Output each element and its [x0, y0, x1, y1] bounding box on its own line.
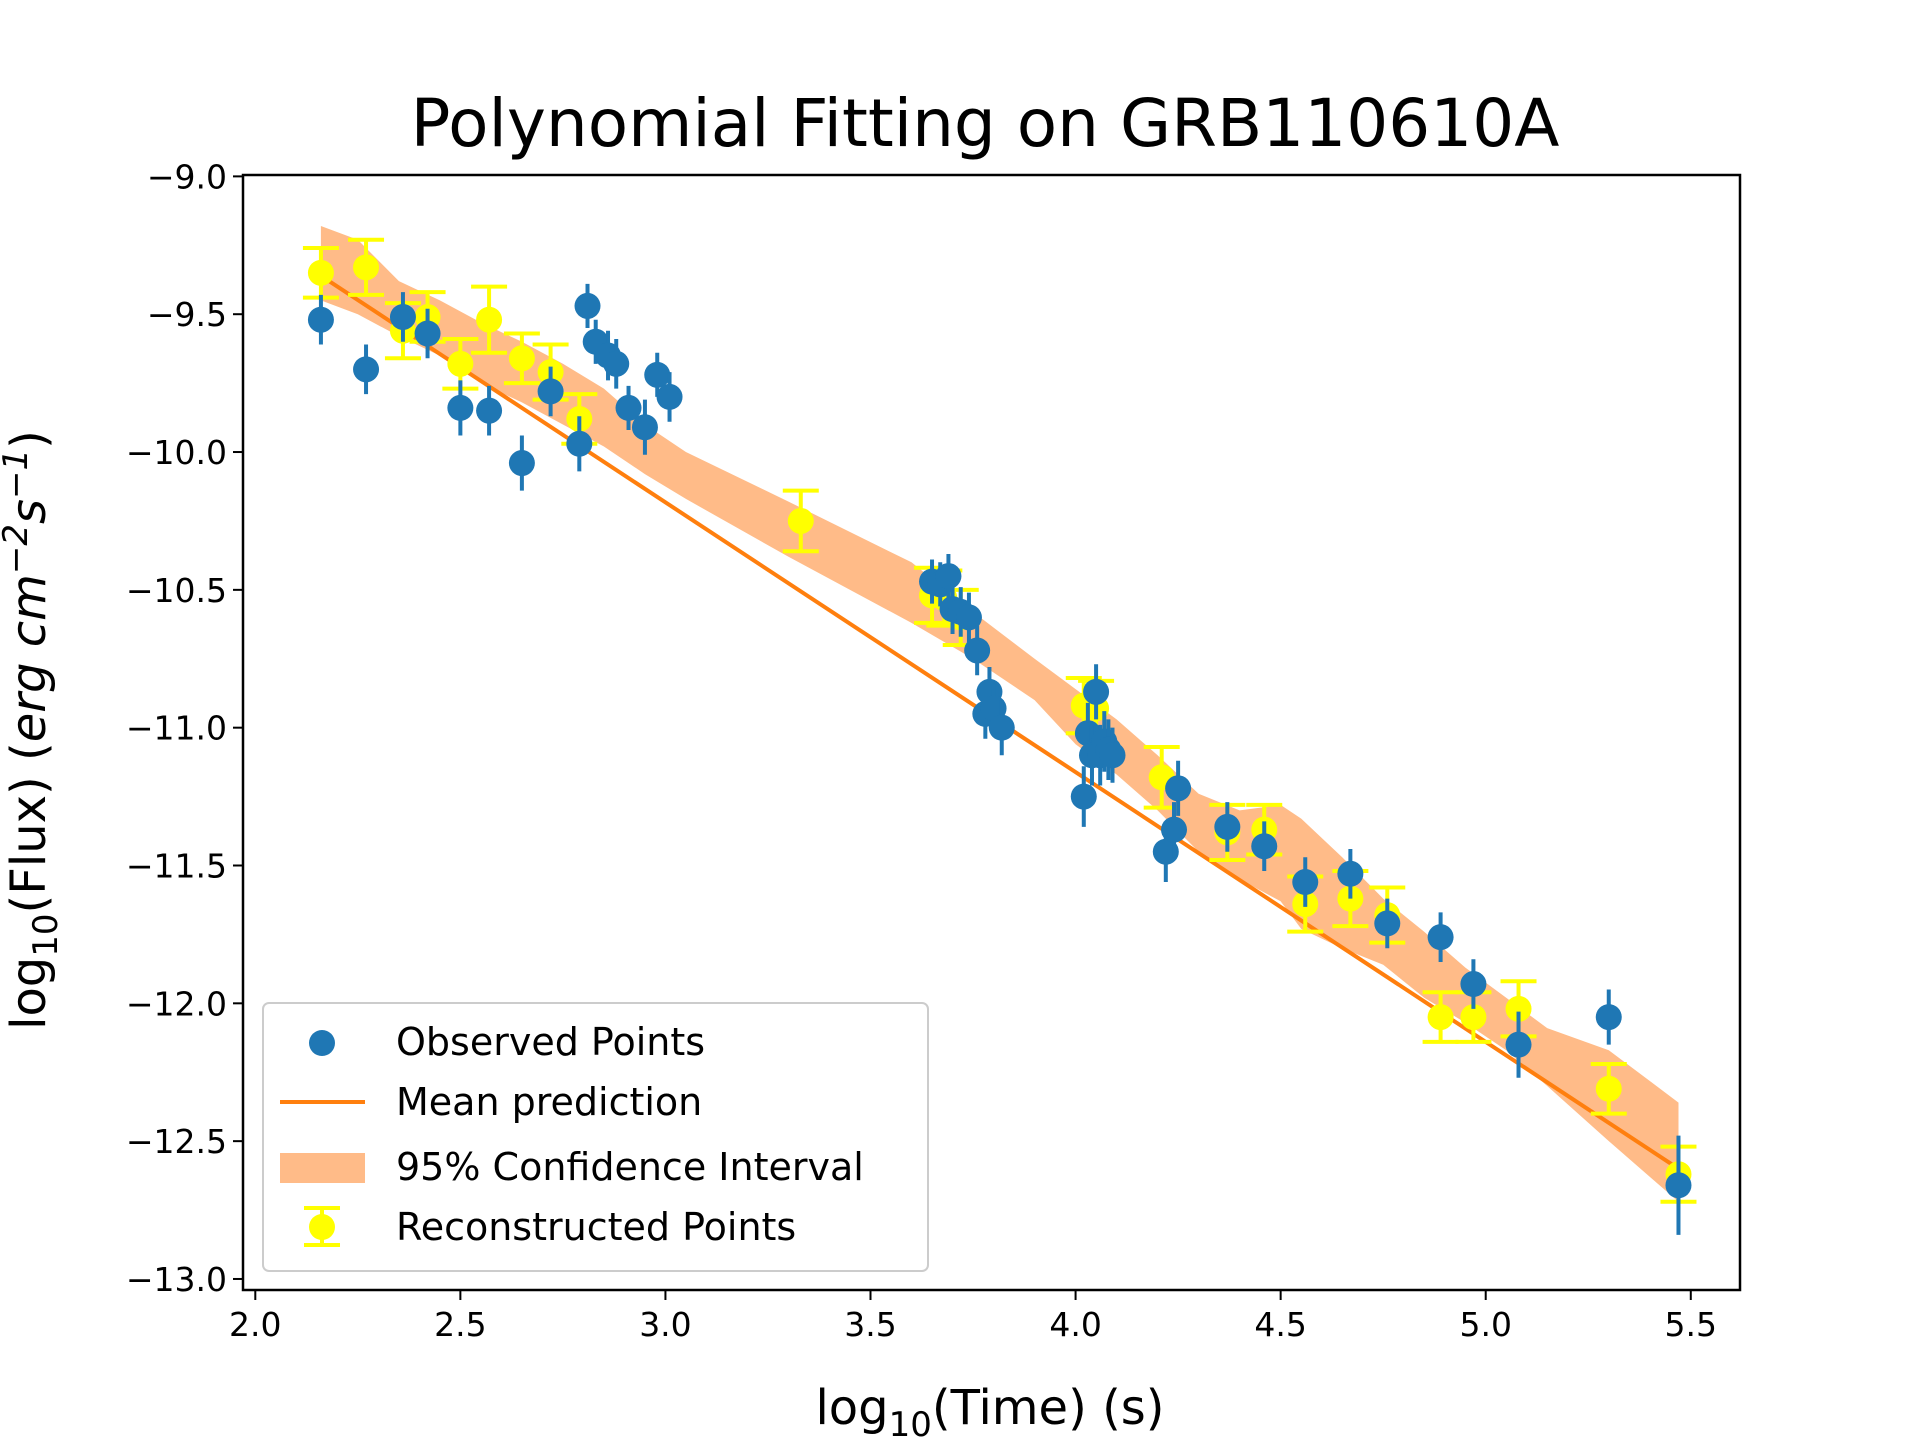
x-tick-label: 4.0	[1049, 1305, 1101, 1344]
observed-point	[566, 416, 593, 472]
observed-point	[988, 700, 1015, 756]
observed-point	[307, 294, 334, 345]
observed-point	[615, 385, 642, 430]
chart-title: Polynomial Fitting on GRB110610A	[411, 85, 1560, 162]
x-axis-label: log10(Time) (s)	[815, 1380, 1164, 1440]
x-tick-label: 5.0	[1459, 1305, 1511, 1344]
observed-point	[1595, 989, 1622, 1045]
confidence-band-layer	[320, 226, 1679, 1202]
reconstructed-point	[1590, 1061, 1627, 1116]
observed-point	[656, 372, 683, 422]
observed-point	[1665, 1135, 1692, 1235]
observed-point	[1099, 727, 1126, 783]
observed-point	[935, 554, 962, 599]
observed-point	[1427, 912, 1454, 962]
x-tick-label: 2.0	[229, 1305, 281, 1344]
observed-point	[389, 292, 416, 342]
reconstructed-point	[1422, 990, 1459, 1044]
observed-point	[447, 380, 474, 436]
observed-point	[476, 385, 503, 436]
observed-point	[537, 366, 564, 417]
y-tick-label: −11.0	[126, 709, 227, 748]
observed-point	[1161, 802, 1188, 858]
axes-frame	[241, 173, 1742, 1292]
legend-observed-label: Observed Points	[396, 1020, 705, 1064]
legend-mean-label: Mean prediction	[396, 1080, 702, 1124]
observed-point	[1214, 802, 1241, 852]
x-tick-label: 3.5	[844, 1305, 896, 1344]
reconstructed-point	[442, 337, 479, 391]
y-tick-label: −13.0	[126, 1260, 227, 1299]
x-tick-label: 3.0	[639, 1305, 691, 1344]
y-tick-label: −10.0	[126, 433, 227, 472]
observed-point	[964, 625, 991, 676]
reconstructed-point	[302, 246, 339, 300]
y-tick-label: −9.5	[147, 295, 227, 334]
x-tick-label: 2.5	[434, 1305, 486, 1344]
observed-point	[1083, 664, 1110, 720]
observed-point	[414, 308, 441, 359]
legend-band-swatch	[280, 1153, 365, 1183]
observed-point	[1505, 1011, 1532, 1078]
legend: Observed Points Mean prediction 95% Conf…	[262, 1002, 929, 1272]
observed-point	[644, 352, 671, 397]
y-axis-ticks: −9.0 −9.5 −10.0 −10.5 −11.0 −11.5 −12.0 −12.5 −1…	[126, 157, 243, 1299]
y-tick-label: −10.5	[126, 571, 227, 610]
y-tick-label: −12.5	[126, 1122, 227, 1161]
observed-point	[1165, 760, 1192, 816]
observed-point	[955, 592, 982, 643]
plot-area	[302, 226, 1697, 1235]
y-tick-label: −12.0	[126, 984, 227, 1023]
legend-box	[262, 1002, 929, 1272]
y-axis-label: log10(Flux) (erg cm−2s−1)	[0, 430, 66, 1030]
observed-point	[1292, 857, 1319, 907]
observed-point	[1251, 821, 1278, 872]
x-tick-label: 5.5	[1665, 1305, 1717, 1344]
y-tick-label: −11.5	[126, 847, 227, 886]
observed-point	[508, 435, 535, 491]
reconstructed-point	[348, 237, 385, 297]
observed-point	[353, 344, 380, 395]
legend-reconstructed-label: Reconstructed Points	[396, 1205, 796, 1249]
observed-point	[1460, 959, 1487, 1009]
observed-points-layer	[307, 283, 1692, 1235]
observed-point	[631, 399, 658, 455]
observed-point	[1070, 766, 1097, 827]
observed-point	[574, 283, 601, 328]
y-tick-label: −9.0	[147, 157, 227, 196]
confidence-band	[320, 226, 1679, 1202]
legend-band-label: 95% Confidence Interval	[396, 1145, 864, 1189]
x-tick-label: 4.5	[1254, 1305, 1306, 1344]
observed-point	[1337, 848, 1364, 899]
legend-reconstructed-marker	[304, 1206, 340, 1247]
x-axis-ticks: 2.0 2.5 3.0 3.5 4.0 4.5 5.0 5.5	[229, 1290, 1717, 1344]
observed-point	[1374, 898, 1401, 949]
legend-observed-marker	[309, 1030, 335, 1056]
reconstructed-point	[503, 331, 540, 386]
observed-point	[603, 339, 630, 389]
reconstructed-point	[782, 488, 819, 554]
reconstructed-point	[471, 284, 508, 355]
